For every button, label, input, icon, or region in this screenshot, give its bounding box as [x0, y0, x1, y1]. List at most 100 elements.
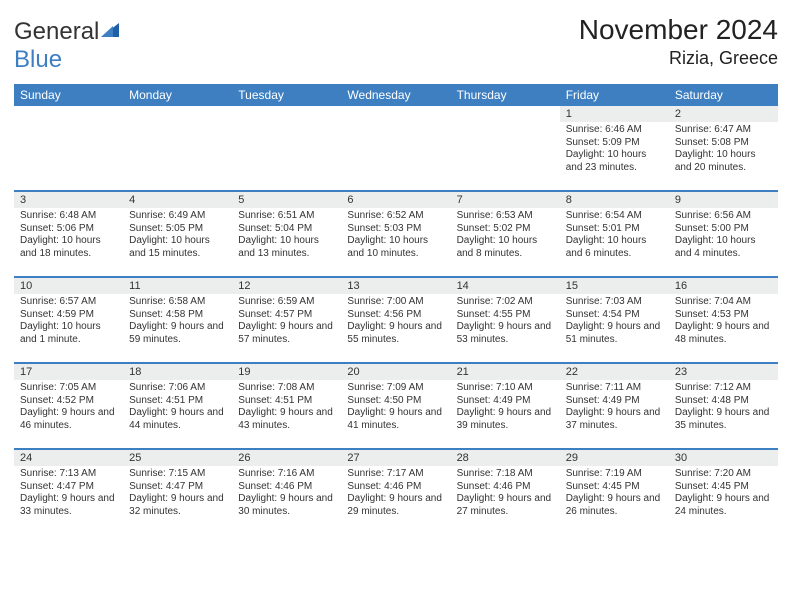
- day-sunrise: Sunrise: 7:15 AM: [129, 468, 226, 481]
- weekday-header: Sunday: [14, 84, 123, 106]
- day-sunset: Sunset: 4:54 PM: [566, 309, 663, 322]
- calendar-day: 27Sunrise: 7:17 AMSunset: 4:46 PMDayligh…: [341, 449, 450, 534]
- day-details: Sunrise: 7:19 AMSunset: 4:45 PMDaylight:…: [560, 466, 669, 521]
- day-daylight: Daylight: 10 hours and 15 minutes.: [129, 235, 226, 260]
- day-sunset: Sunset: 4:47 PM: [20, 481, 117, 494]
- calendar-week-row: 10Sunrise: 6:57 AMSunset: 4:59 PMDayligh…: [14, 277, 778, 363]
- calendar-day: 30Sunrise: 7:20 AMSunset: 4:45 PMDayligh…: [669, 449, 778, 534]
- day-details: Sunrise: 6:59 AMSunset: 4:57 PMDaylight:…: [232, 294, 341, 349]
- month-title: November 2024: [579, 14, 778, 46]
- calendar-day-empty: [451, 106, 560, 191]
- day-daylight: Daylight: 9 hours and 53 minutes.: [457, 321, 554, 346]
- day-sunrise: Sunrise: 7:03 AM: [566, 296, 663, 309]
- day-number: 20: [341, 364, 450, 380]
- day-daylight: Daylight: 10 hours and 23 minutes.: [566, 149, 663, 174]
- calendar-day: 28Sunrise: 7:18 AMSunset: 4:46 PMDayligh…: [451, 449, 560, 534]
- day-details: Sunrise: 7:06 AMSunset: 4:51 PMDaylight:…: [123, 380, 232, 435]
- day-daylight: Daylight: 9 hours and 44 minutes.: [129, 407, 226, 432]
- day-sunrise: Sunrise: 7:04 AM: [675, 296, 772, 309]
- day-number: 15: [560, 278, 669, 294]
- day-number: 22: [560, 364, 669, 380]
- day-sunset: Sunset: 5:09 PM: [566, 137, 663, 150]
- day-daylight: Daylight: 10 hours and 10 minutes.: [347, 235, 444, 260]
- day-daylight: Daylight: 10 hours and 18 minutes.: [20, 235, 117, 260]
- calendar-day: 16Sunrise: 7:04 AMSunset: 4:53 PMDayligh…: [669, 277, 778, 363]
- day-sunset: Sunset: 4:51 PM: [129, 395, 226, 408]
- day-sunset: Sunset: 4:49 PM: [457, 395, 554, 408]
- day-daylight: Daylight: 9 hours and 59 minutes.: [129, 321, 226, 346]
- day-sunrise: Sunrise: 6:56 AM: [675, 210, 772, 223]
- day-number: 28: [451, 450, 560, 466]
- day-daylight: Daylight: 9 hours and 32 minutes.: [129, 493, 226, 518]
- day-details: Sunrise: 7:05 AMSunset: 4:52 PMDaylight:…: [14, 380, 123, 435]
- day-sunset: Sunset: 4:45 PM: [566, 481, 663, 494]
- day-details: Sunrise: 6:47 AMSunset: 5:08 PMDaylight:…: [669, 122, 778, 177]
- day-sunset: Sunset: 4:46 PM: [238, 481, 335, 494]
- day-sunset: Sunset: 4:55 PM: [457, 309, 554, 322]
- calendar-week-row: 17Sunrise: 7:05 AMSunset: 4:52 PMDayligh…: [14, 363, 778, 449]
- calendar-day: 11 Sunrise: 6:58 AMSunset: 4:58 PMDayligh…: [123, 277, 232, 363]
- calendar-day: 4Sunrise: 6:49 AMSunset: 5:05 PMDaylight…: [123, 191, 232, 277]
- day-daylight: Daylight: 9 hours and 43 minutes.: [238, 407, 335, 432]
- day-sunrise: Sunrise: 6:57 AM: [20, 296, 117, 309]
- day-number: 13: [341, 278, 450, 294]
- day-number: 18: [123, 364, 232, 380]
- day-details: Sunrise: 6:53 AMSunset: 5:02 PMDaylight:…: [451, 208, 560, 263]
- day-sunrise: Sunrise: 6:53 AM: [457, 210, 554, 223]
- day-details: Sunrise: 7:12 AMSunset: 4:48 PMDaylight:…: [669, 380, 778, 435]
- calendar-day: 20Sunrise: 7:09 AMSunset: 4:50 PMDayligh…: [341, 363, 450, 449]
- day-details: Sunrise: 6:51 AMSunset: 5:04 PMDaylight:…: [232, 208, 341, 263]
- calendar-day: 10Sunrise: 6:57 AMSunset: 4:59 PMDayligh…: [14, 277, 123, 363]
- calendar-day-empty: [341, 106, 450, 191]
- calendar-day-empty: [123, 106, 232, 191]
- day-details: Sunrise: 6:56 AMSunset: 5:00 PMDaylight:…: [669, 208, 778, 263]
- day-sunrise: Sunrise: 7:08 AM: [238, 382, 335, 395]
- day-number: 14: [451, 278, 560, 294]
- day-details: Sunrise: 7:11 AMSunset: 4:49 PMDaylight:…: [560, 380, 669, 435]
- day-sunset: Sunset: 4:50 PM: [347, 395, 444, 408]
- day-details: Sunrise: 7:16 AMSunset: 4:46 PMDaylight:…: [232, 466, 341, 521]
- day-daylight: Daylight: 9 hours and 33 minutes.: [20, 493, 117, 518]
- calendar-week-row: 1Sunrise: 6:46 AMSunset: 5:09 PMDaylight…: [14, 106, 778, 191]
- calendar-day: 22Sunrise: 7:11 AMSunset: 4:49 PMDayligh…: [560, 363, 669, 449]
- day-sunrise: Sunrise: 6:49 AM: [129, 210, 226, 223]
- day-sunrise: Sunrise: 7:20 AM: [675, 468, 772, 481]
- day-details: Sunrise: 7:17 AMSunset: 4:46 PMDaylight:…: [341, 466, 450, 521]
- day-sunrise: Sunrise: 6:58 AM: [129, 296, 226, 309]
- day-sunrise: Sunrise: 6:48 AM: [20, 210, 117, 223]
- day-sunset: Sunset: 4:58 PM: [129, 309, 226, 322]
- day-daylight: Daylight: 9 hours and 39 minutes.: [457, 407, 554, 432]
- day-sunset: Sunset: 4:56 PM: [347, 309, 444, 322]
- day-details: Sunrise: 6:57 AMSunset: 4:59 PMDaylight:…: [14, 294, 123, 349]
- day-daylight: Daylight: 9 hours and 29 minutes.: [347, 493, 444, 518]
- day-sunset: Sunset: 4:46 PM: [457, 481, 554, 494]
- day-sunrise: Sunrise: 6:47 AM: [675, 124, 772, 137]
- day-sunrise: Sunrise: 7:06 AM: [129, 382, 226, 395]
- day-daylight: Daylight: 9 hours and 24 minutes.: [675, 493, 772, 518]
- day-details: Sunrise: 7:09 AMSunset: 4:50 PMDaylight:…: [341, 380, 450, 435]
- day-number: 23: [669, 364, 778, 380]
- day-daylight: Daylight: 9 hours and 26 minutes.: [566, 493, 663, 518]
- day-daylight: Daylight: 10 hours and 4 minutes.: [675, 235, 772, 260]
- day-daylight: Daylight: 9 hours and 51 minutes.: [566, 321, 663, 346]
- day-sunset: Sunset: 4:59 PM: [20, 309, 117, 322]
- day-number: 6: [341, 192, 450, 208]
- day-number: 11: [123, 278, 232, 294]
- day-daylight: Daylight: 9 hours and 41 minutes.: [347, 407, 444, 432]
- day-details: Sunrise: 7:15 AMSunset: 4:47 PMDaylight:…: [123, 466, 232, 521]
- day-number: 7: [451, 192, 560, 208]
- day-daylight: Daylight: 9 hours and 57 minutes.: [238, 321, 335, 346]
- day-daylight: Daylight: 9 hours and 37 minutes.: [566, 407, 663, 432]
- day-sunset: Sunset: 4:46 PM: [347, 481, 444, 494]
- day-sunrise: Sunrise: 7:09 AM: [347, 382, 444, 395]
- brand-logo: General Blue: [14, 14, 121, 74]
- day-details: Sunrise: 7:04 AMSunset: 4:53 PMDaylight:…: [669, 294, 778, 349]
- title-area: November 2024 Rizia, Greece: [579, 14, 778, 69]
- calendar-day: 26Sunrise: 7:16 AMSunset: 4:46 PMDayligh…: [232, 449, 341, 534]
- day-number: 9: [669, 192, 778, 208]
- day-sunset: Sunset: 4:47 PM: [129, 481, 226, 494]
- day-daylight: Daylight: 9 hours and 48 minutes.: [675, 321, 772, 346]
- calendar-day: 18Sunrise: 7:06 AMSunset: 4:51 PMDayligh…: [123, 363, 232, 449]
- day-sunset: Sunset: 4:57 PM: [238, 309, 335, 322]
- day-sunset: Sunset: 4:49 PM: [566, 395, 663, 408]
